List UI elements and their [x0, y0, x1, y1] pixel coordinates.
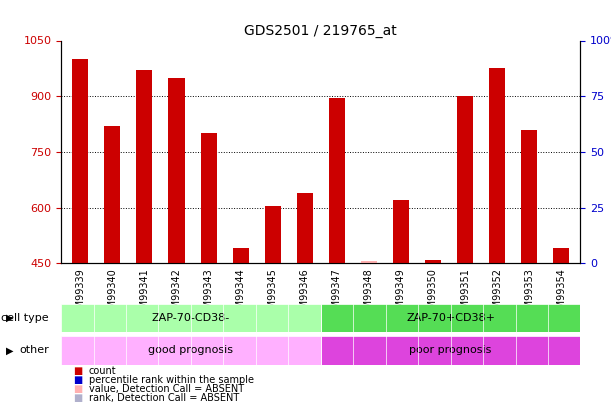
Text: rank, Detection Call = ABSENT: rank, Detection Call = ABSENT	[89, 393, 239, 403]
Text: ■: ■	[73, 366, 82, 376]
Bar	[489, 68, 505, 263]
Bar	[169, 78, 185, 263]
Text: ■: ■	[73, 393, 82, 403]
Text: ■: ■	[73, 375, 82, 385]
Text: ▶: ▶	[6, 345, 13, 355]
Bar	[329, 98, 345, 263]
Text: poor prognosis: poor prognosis	[409, 345, 492, 355]
Bar	[457, 96, 473, 263]
Text: ▶: ▶	[6, 313, 13, 323]
Text: good prognosis: good prognosis	[148, 345, 233, 355]
Text: value, Detection Call = ABSENT: value, Detection Call = ABSENT	[89, 384, 244, 394]
Bar	[425, 260, 441, 263]
Bar	[233, 248, 249, 263]
Bar	[61, 336, 321, 364]
Bar	[72, 59, 89, 263]
Text: cell type: cell type	[1, 313, 49, 323]
Bar	[321, 304, 580, 332]
Text: ■: ■	[73, 384, 82, 394]
Text: percentile rank within the sample: percentile rank within the sample	[89, 375, 254, 385]
Title: GDS2501 / 219765_at: GDS2501 / 219765_at	[244, 24, 397, 38]
Text: ZAP-70+CD38+: ZAP-70+CD38+	[406, 313, 495, 323]
Bar	[61, 304, 321, 332]
Bar	[200, 133, 216, 263]
Bar	[393, 200, 409, 263]
Text: count: count	[89, 366, 116, 376]
Text: ZAP-70-CD38-: ZAP-70-CD38-	[152, 313, 230, 323]
Bar	[321, 336, 580, 364]
Bar	[521, 130, 537, 263]
Bar	[265, 206, 280, 263]
Text: other: other	[19, 345, 49, 355]
Bar	[361, 261, 377, 263]
Bar	[297, 193, 313, 263]
Bar	[104, 126, 120, 263]
Bar	[136, 70, 153, 263]
Bar	[553, 248, 569, 263]
